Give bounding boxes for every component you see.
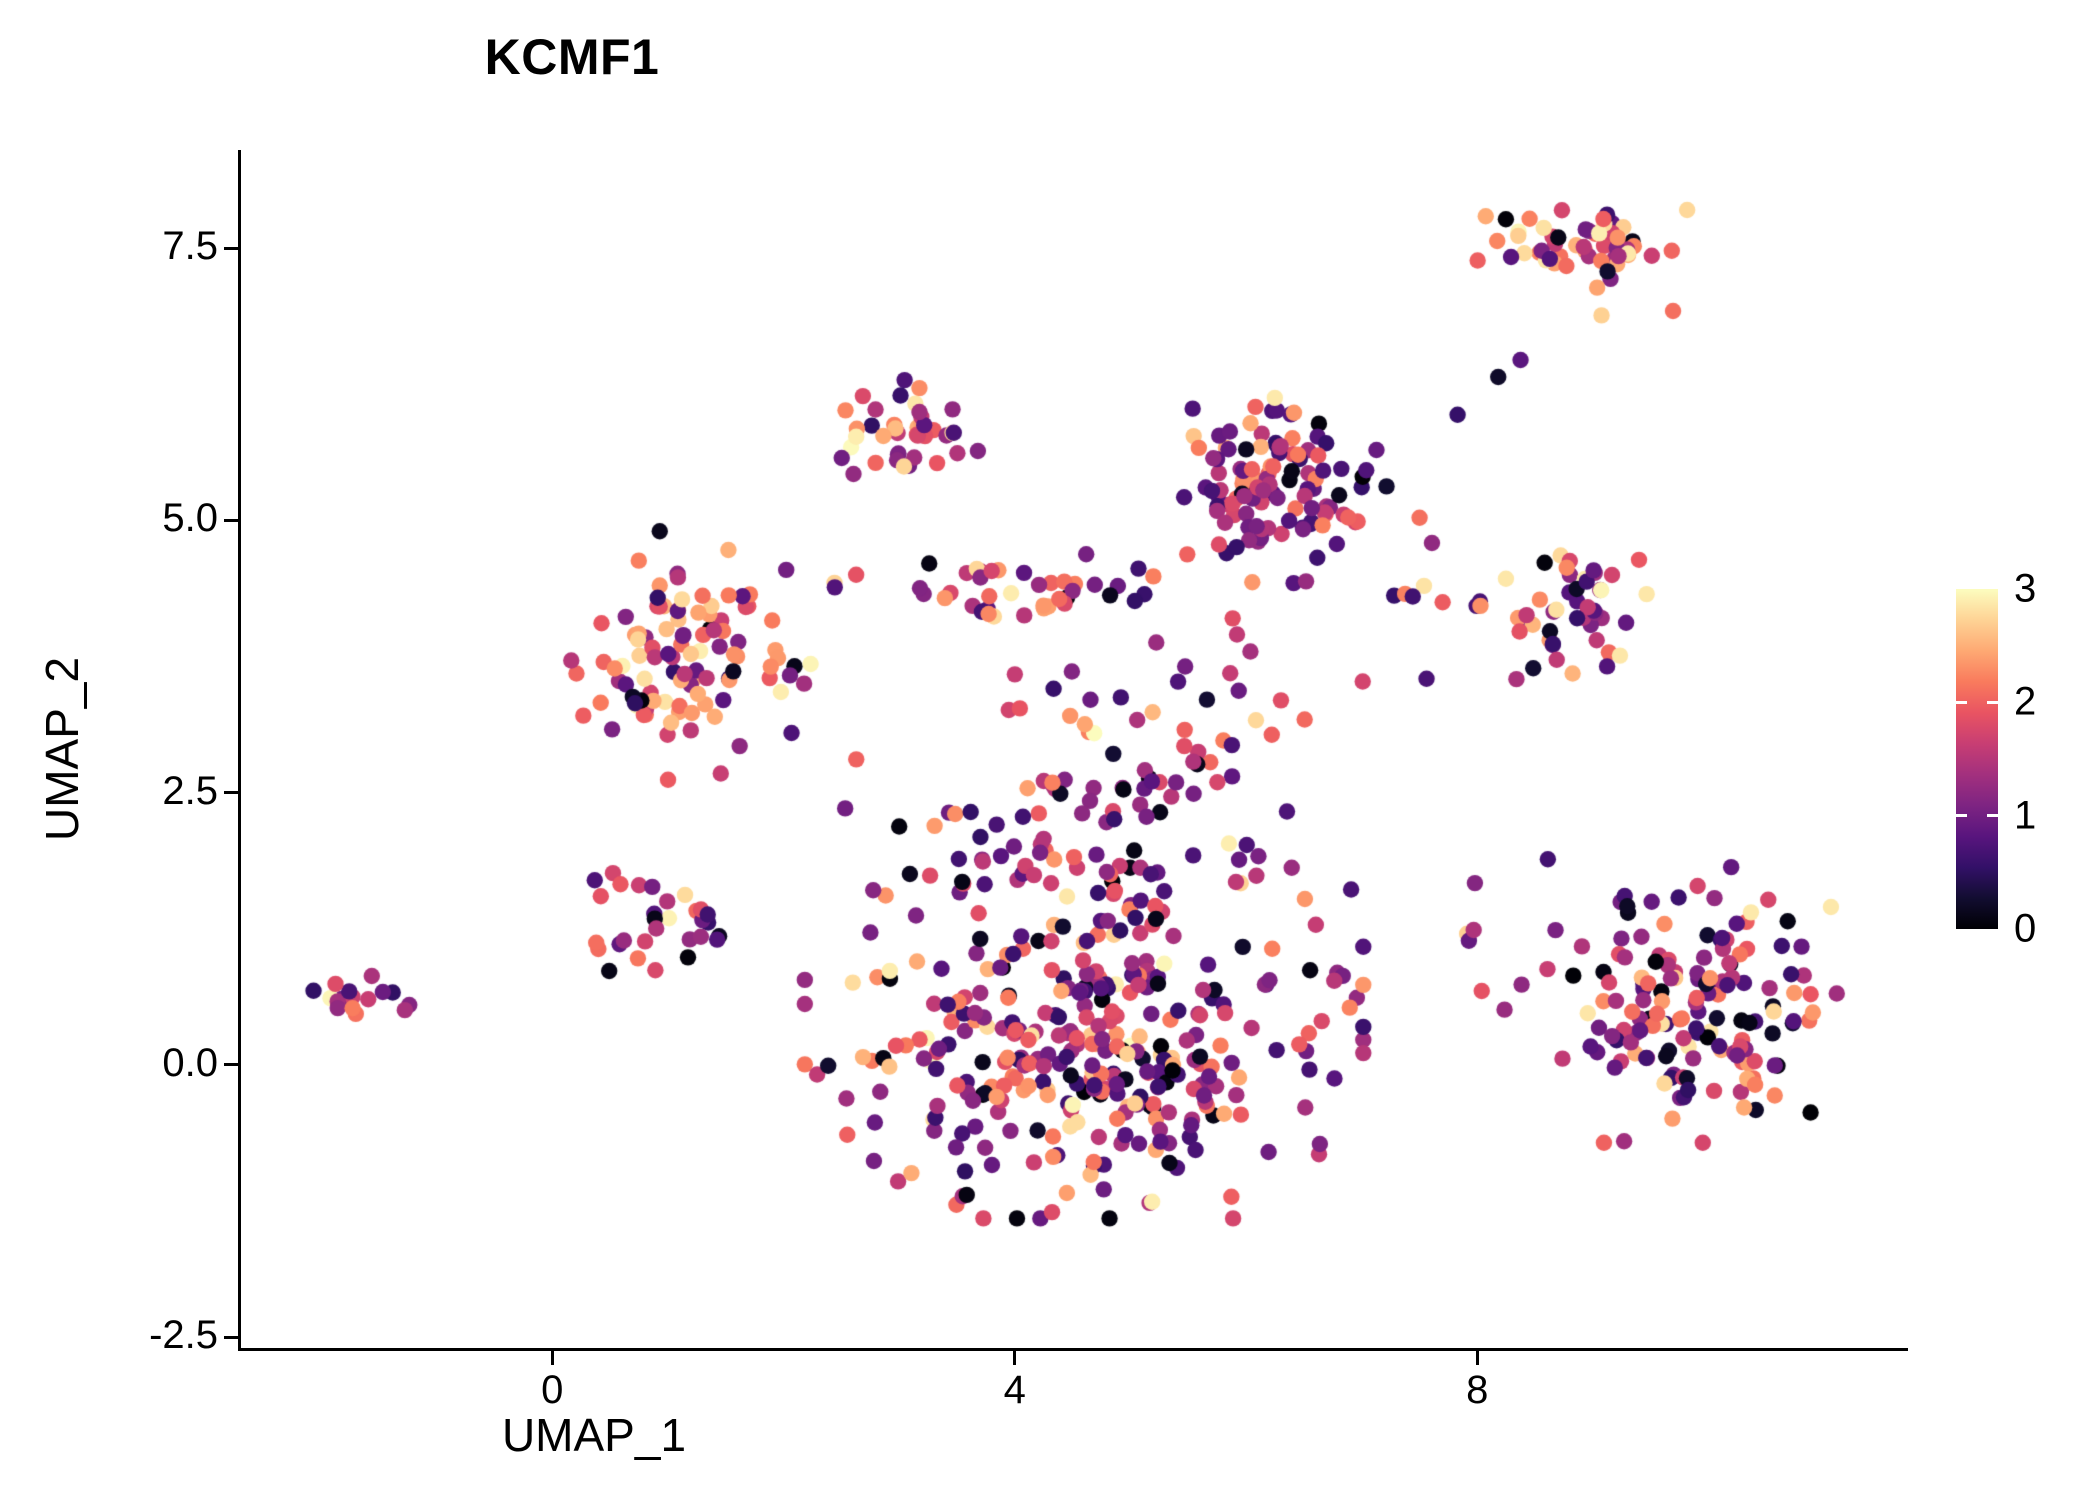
- x-tick-label: 8: [1466, 1368, 1489, 1412]
- colorbar-tick-label: 2: [2014, 679, 2037, 724]
- x-axis-line: [238, 1348, 1908, 1351]
- x-tick-mark: [1013, 1351, 1017, 1365]
- x-tick-label: 4: [1003, 1368, 1026, 1412]
- y-axis-line: [238, 150, 241, 1351]
- y-tick-label: 5.0: [162, 496, 218, 541]
- colorbar-tick-mark: [1987, 814, 1998, 818]
- plot-title-text: KCMF1: [484, 29, 660, 85]
- colorbar-tick-mark: [1956, 814, 1967, 818]
- x-axis-title: UMAP_1: [0, 1408, 2100, 1462]
- y-tick-label: 0.0: [162, 1040, 218, 1085]
- colorbar-tick-label: 3: [2014, 566, 2037, 611]
- x-tick-label: 0: [541, 1368, 564, 1412]
- y-tick-mark: [224, 791, 238, 795]
- colorbar-tick-mark: [1987, 700, 1998, 704]
- y-tick-mark: [224, 1063, 238, 1067]
- colorbar-gradient: [1956, 589, 1998, 929]
- plot-title: KCMF1: [0, 28, 2100, 86]
- colorbar-tick-mark: [1956, 700, 1967, 704]
- y-tick-label: -2.5: [149, 1313, 218, 1358]
- x-tick-mark: [1475, 1351, 1479, 1365]
- y-tick-mark: [224, 246, 238, 250]
- y-tick-mark: [224, 518, 238, 522]
- x-axis-title-text: UMAP_1: [501, 1409, 687, 1461]
- x-tick-mark: [550, 1351, 554, 1365]
- colorbar-tick-label: 1: [2014, 793, 2037, 838]
- y-tick-label: 2.5: [162, 768, 218, 813]
- y-tick-mark: [224, 1335, 238, 1339]
- y-axis-title: UMAP_2: [36, 656, 88, 842]
- colorbar-tick-label: 0: [2014, 906, 2037, 951]
- y-tick-label: 7.5: [162, 224, 218, 269]
